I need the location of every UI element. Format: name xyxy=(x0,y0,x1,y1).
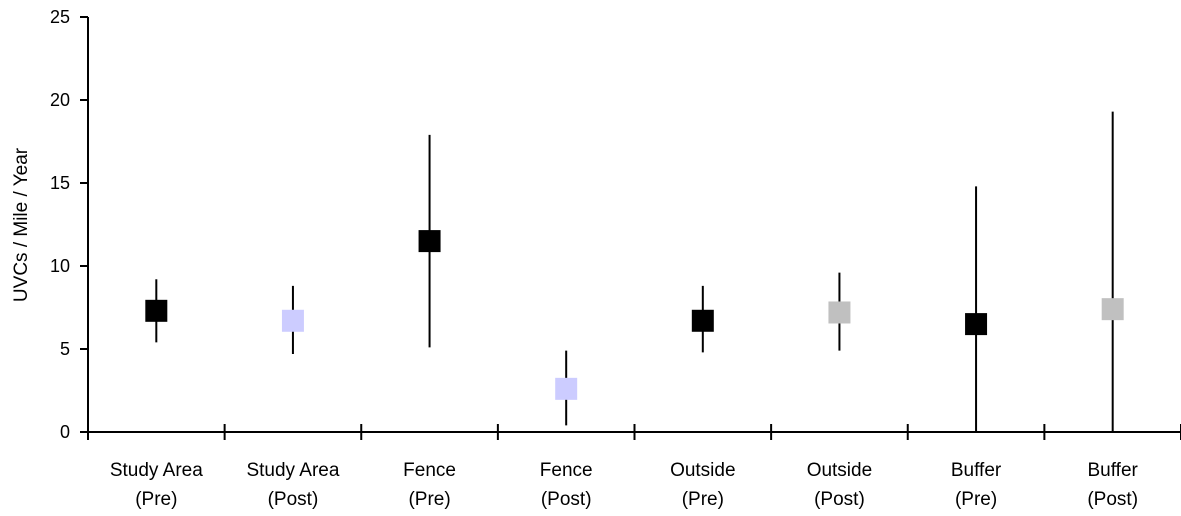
x-category-label-line1: Outside xyxy=(807,460,872,481)
data-point-marker xyxy=(691,309,714,332)
data-point-marker xyxy=(418,230,441,253)
x-category-label-line1: Fence xyxy=(403,460,456,481)
y-axis-title: UVCs / Mile / Year xyxy=(11,147,32,302)
x-category-label-line1: Study Area xyxy=(110,460,203,481)
data-point-marker xyxy=(1101,298,1124,321)
data-point-marker xyxy=(555,377,578,400)
y-tick-label: 10 xyxy=(50,256,70,276)
x-axis: Study Area (Pre) Study Area (Post) Fence (Pre… xyxy=(87,424,1181,510)
x-category-label-line2: (Pre) xyxy=(682,489,724,510)
data-point-marker xyxy=(145,299,168,322)
y-tick-label: 15 xyxy=(50,173,70,193)
data-point-marker xyxy=(965,313,988,336)
y-tick-label: 25 xyxy=(50,7,70,27)
x-category-label-line1: Buffer xyxy=(951,460,1002,481)
y-tick-label: 20 xyxy=(50,90,70,110)
x-category-label-line2: (Pre) xyxy=(955,489,997,510)
x-category-label-line2: (Pre) xyxy=(408,489,450,510)
y-axis: 0 5 10 15 20 25 xyxy=(50,7,89,442)
x-category-label-line2: (Post) xyxy=(268,489,319,510)
x-category-label-line1: Fence xyxy=(540,460,593,481)
x-category-label-line2: (Post) xyxy=(814,489,865,510)
y-tick-label: 0 xyxy=(60,422,70,442)
x-category-label-line2: (Post) xyxy=(541,489,592,510)
x-category-label-line2: (Post) xyxy=(1087,489,1138,510)
x-category-label-line1: Study Area xyxy=(246,460,339,481)
x-category-label-line1: Outside xyxy=(670,460,735,481)
data-marks xyxy=(145,111,1124,432)
x-category-label-line1: Buffer xyxy=(1088,460,1139,481)
data-point-marker xyxy=(828,301,851,324)
data-point-marker xyxy=(281,309,304,332)
x-category-label-line2: (Pre) xyxy=(135,489,177,510)
y-tick-label: 5 xyxy=(60,339,70,359)
